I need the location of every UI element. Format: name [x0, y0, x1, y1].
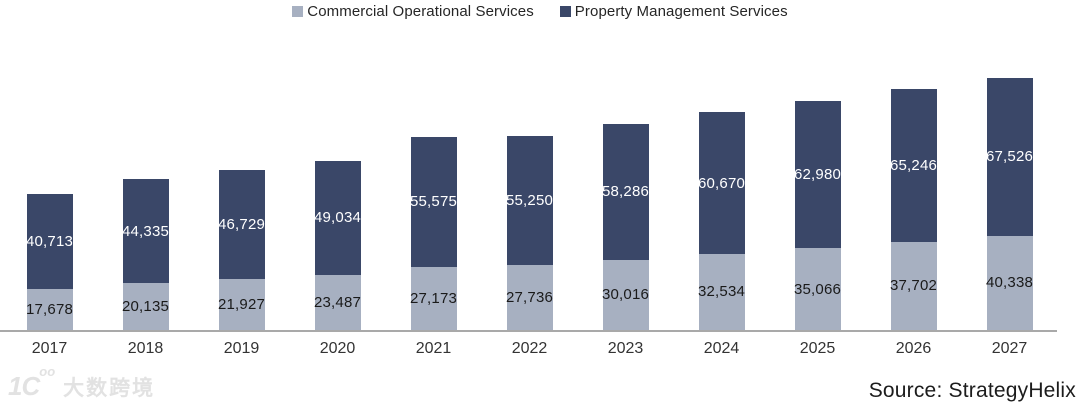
value-label: 40,338: [985, 274, 1034, 292]
segment-property-2023: 58,286: [601, 123, 650, 260]
value-label: 49,034: [313, 209, 362, 227]
bar-2025: 62,980 35,066: [793, 100, 842, 330]
segment-commercial-2019: 21,927: [217, 278, 266, 330]
x-tick-label-2026: 2026: [895, 340, 932, 357]
source-label: Source: StrategyHelix: [868, 379, 1076, 402]
value-label: 37,702: [889, 277, 938, 295]
x-tick-label-2020: 2020: [319, 340, 356, 357]
segment-commercial-2026: 37,702: [889, 241, 938, 330]
segment-commercial-2023: 30,016: [601, 259, 650, 330]
value-label: 55,250: [505, 192, 554, 210]
value-label: 67,526: [985, 148, 1034, 166]
value-label: 21,927: [217, 295, 266, 313]
segment-property-2022: 55,250: [505, 136, 554, 266]
segment-property-2024: 60,670: [697, 112, 746, 254]
watermark-logo-icon: 1Coo: [8, 364, 56, 401]
value-label: 55,575: [409, 193, 458, 211]
bar-2027: 67,526 40,338: [985, 78, 1034, 330]
segment-commercial-2025: 35,066: [793, 248, 842, 330]
x-tick-label-2025: 2025: [799, 340, 836, 357]
legend-swatch-commercial: [292, 5, 304, 17]
segment-property-2025: 62,980: [793, 100, 842, 249]
segment-property-2018: 44,335: [121, 179, 170, 283]
value-label: 23,487: [313, 294, 362, 312]
x-tick-label-2023: 2023: [607, 340, 644, 357]
value-label: 44,335: [121, 222, 170, 240]
bar-2024: 60,670 32,534: [697, 112, 746, 330]
segment-property-2019: 46,729: [217, 169, 266, 279]
segment-commercial-2027: 40,338: [985, 235, 1034, 330]
legend: Commercial Operational Services Property…: [0, 0, 1080, 22]
value-label: 46,729: [217, 215, 266, 233]
value-label: 32,534: [697, 283, 746, 301]
bar-2022: 55,250 27,736: [505, 136, 554, 330]
segment-commercial-2021: 27,173: [409, 266, 458, 330]
segment-commercial-2018: 20,135: [121, 282, 170, 330]
value-label: 27,173: [409, 289, 458, 307]
legend-swatch-property: [559, 5, 571, 17]
legend-label-commercial: Commercial Operational Services: [307, 2, 534, 20]
x-tick-label-2017: 2017: [31, 340, 68, 357]
legend-item-property: Property Management Services: [559, 2, 788, 20]
x-tick-label-2018: 2018: [127, 340, 164, 357]
value-label: 20,135: [121, 297, 170, 315]
value-label: 65,246: [889, 157, 938, 175]
value-label: 40,713: [25, 232, 74, 250]
x-tick-label-2021: 2021: [415, 340, 452, 357]
x-tick-label-2019: 2019: [223, 340, 260, 357]
segment-property-2020: 49,034: [313, 160, 362, 276]
value-label: 27,736: [505, 289, 554, 307]
value-label: 30,016: [601, 286, 650, 304]
bar-2019: 46,729 21,927: [217, 169, 266, 330]
bar-2020: 49,034 23,487: [313, 160, 362, 330]
legend-label-property: Property Management Services: [574, 2, 788, 20]
value-label: 35,066: [793, 280, 842, 298]
value-label: 62,980: [793, 166, 842, 183]
segment-property-2021: 55,575: [409, 136, 458, 267]
segment-commercial-2017: 17,678: [25, 288, 74, 330]
x-tick-label-2027: 2027: [991, 340, 1028, 357]
bar-2023: 58,286 30,016: [601, 123, 650, 330]
value-label: 17,678: [25, 300, 74, 318]
segment-property-2026: 65,246: [889, 89, 938, 242]
segment-property-2027: 67,526: [985, 78, 1034, 236]
value-label: 58,286: [601, 183, 650, 201]
watermark: 1Coo 大数跨境: [8, 364, 156, 402]
bar-2021: 55,575 27,173: [409, 136, 458, 330]
x-tick-label-2022: 2022: [511, 340, 548, 357]
value-label: 60,670: [697, 174, 746, 192]
bar-2026: 65,246 37,702: [889, 89, 938, 330]
bar-2017: 40,713 17,678: [25, 193, 74, 330]
segment-commercial-2022: 27,736: [505, 265, 554, 330]
bar-2018: 44,335 20,135: [121, 179, 170, 330]
watermark-text: 大数跨境: [63, 377, 156, 400]
x-tick-label-2024: 2024: [703, 340, 740, 357]
segment-commercial-2024: 32,534: [697, 253, 746, 330]
legend-item-commercial: Commercial Operational Services: [292, 3, 534, 20]
segment-property-2017: 40,713: [25, 193, 74, 289]
x-axis-line: [0, 330, 1057, 332]
segment-commercial-2020: 23,487: [313, 275, 362, 330]
